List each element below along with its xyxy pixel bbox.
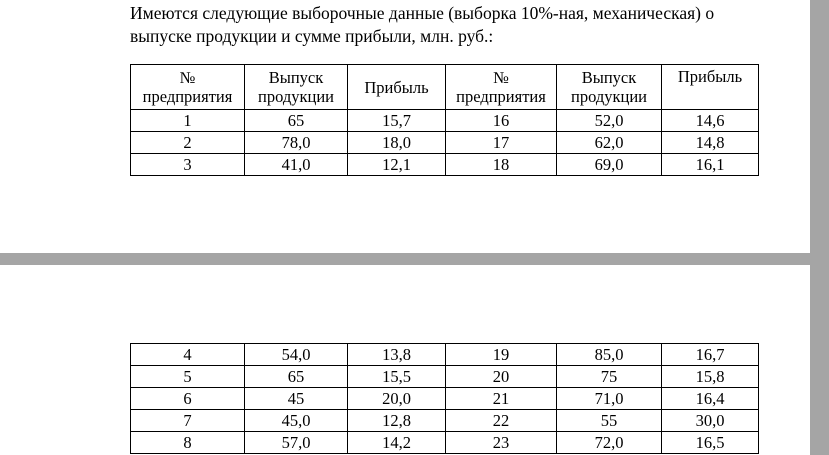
table-cell: 14,8 [661,131,759,154]
table-cell: 15,7 [347,109,446,132]
header-text: Выпуск [581,68,637,87]
table-cell: 4 [130,343,245,366]
header-cell: Прибыль [661,64,759,110]
header-text: продукции [570,87,647,106]
table-cell: 54,0 [244,343,348,366]
table-cell: 20,0 [347,387,446,410]
header-text: № [493,68,509,87]
table-cell: 21 [445,387,557,410]
header-cell: № предприятия [130,64,245,110]
header-cell: Выпуск продукции [244,64,348,110]
table-cell: 15,5 [347,365,446,388]
table-row: 4 54,0 13,8 19 85,0 16,7 [130,343,759,366]
table-cell: 78,0 [244,131,348,154]
table-cell: 41,0 [244,153,348,176]
table-cell: 3 [130,153,245,176]
table-cell: 7 [130,409,245,432]
table-cell: 14,2 [347,431,446,454]
table-cell: 52,0 [556,109,662,132]
table-cell: 62,0 [556,131,662,154]
table-cell: 16,4 [661,387,759,410]
table-cell: 69,0 [556,153,662,176]
page: 4 54,0 13,8 19 85,0 16,7 5 65 15,5 20 75 15,8 6 45 20,… [0,265,810,455]
intro-text: Имеются следующие выборочные данные (выб… [130,2,714,48]
table-row: 3 41,0 12,1 18 69,0 16,1 [130,153,759,176]
table-cell: 17 [445,131,557,154]
table-cell: 1 [130,109,245,132]
table-cell: 16,1 [661,153,759,176]
table-cell: 30,0 [661,409,759,432]
table-row: 2 78,0 18,0 17 62,0 14,8 [130,131,759,154]
table-cell: 13,8 [347,343,446,366]
table-cell: 16,7 [661,343,759,366]
table-row: 7 45,0 12,8 22 55 30,0 [130,409,759,432]
table-row: 6 45 20,0 21 71,0 16,4 [130,387,759,410]
table-cell: 12,1 [347,153,446,176]
table-cell: 2 [130,131,245,154]
table: № предприятия Выпуск продукции Прибыль № предп… [130,64,759,176]
header-cell: Прибыль [347,64,446,110]
header-cell: № предприятия [445,64,557,110]
text-line: Имеются следующие выборочные данные (выб… [130,3,715,23]
header-cell: Выпуск продукции [556,64,662,110]
header-text: Прибыль [677,67,743,86]
table: 4 54,0 13,8 19 85,0 16,7 5 65 15,5 20 75 15,8 6 45 20,… [130,343,759,454]
table-row: 1 65 15,7 16 52,0 14,6 [130,109,759,132]
header-row: № предприятия Выпуск продукции Прибыль № предп… [130,64,759,110]
table-cell: 72,0 [556,431,662,454]
table-cell: 20 [445,365,557,388]
table-cell: 75 [556,365,662,388]
table-cell: 18,0 [347,131,446,154]
table-cell: 16 [445,109,557,132]
header-text: Прибыль [364,77,429,97]
header-text: предприятия [142,87,233,106]
table-cell: 8 [130,431,245,454]
table-cell: 16,5 [661,431,759,454]
text-line: выпуске продукции и сумме прибыли, млн. … [130,26,494,46]
page: Имеются следующие выборочные данные (выб… [0,0,810,253]
header-text: предприятия [456,87,546,106]
table-row: 8 57,0 14,2 23 72,0 16,5 [130,431,759,454]
table-cell: 57,0 [244,431,348,454]
table-cell: 85,0 [556,343,662,366]
table-cell: 45,0 [244,409,348,432]
table-cell: 22 [445,409,557,432]
table-row: 5 65 15,5 20 75 15,8 [130,365,759,388]
table-cell: 65 [244,109,348,132]
table-cell: 45 [244,387,348,410]
table-cell: 6 [130,387,245,410]
table-cell: 19 [445,343,557,366]
table-cell: 14,6 [661,109,759,132]
table-cell: 23 [445,431,557,454]
table-cell: 5 [130,365,245,388]
table-cell: 15,8 [661,365,759,388]
header-text: продукции [257,87,334,106]
table-cell: 65 [244,365,348,388]
table-cell: 71,0 [556,387,662,410]
table-cell: 12,8 [347,409,446,432]
header-text: Выпуск [268,68,324,87]
table-cell: 55 [556,409,662,432]
table-cell: 18 [445,153,557,176]
header-text: № [179,68,196,87]
